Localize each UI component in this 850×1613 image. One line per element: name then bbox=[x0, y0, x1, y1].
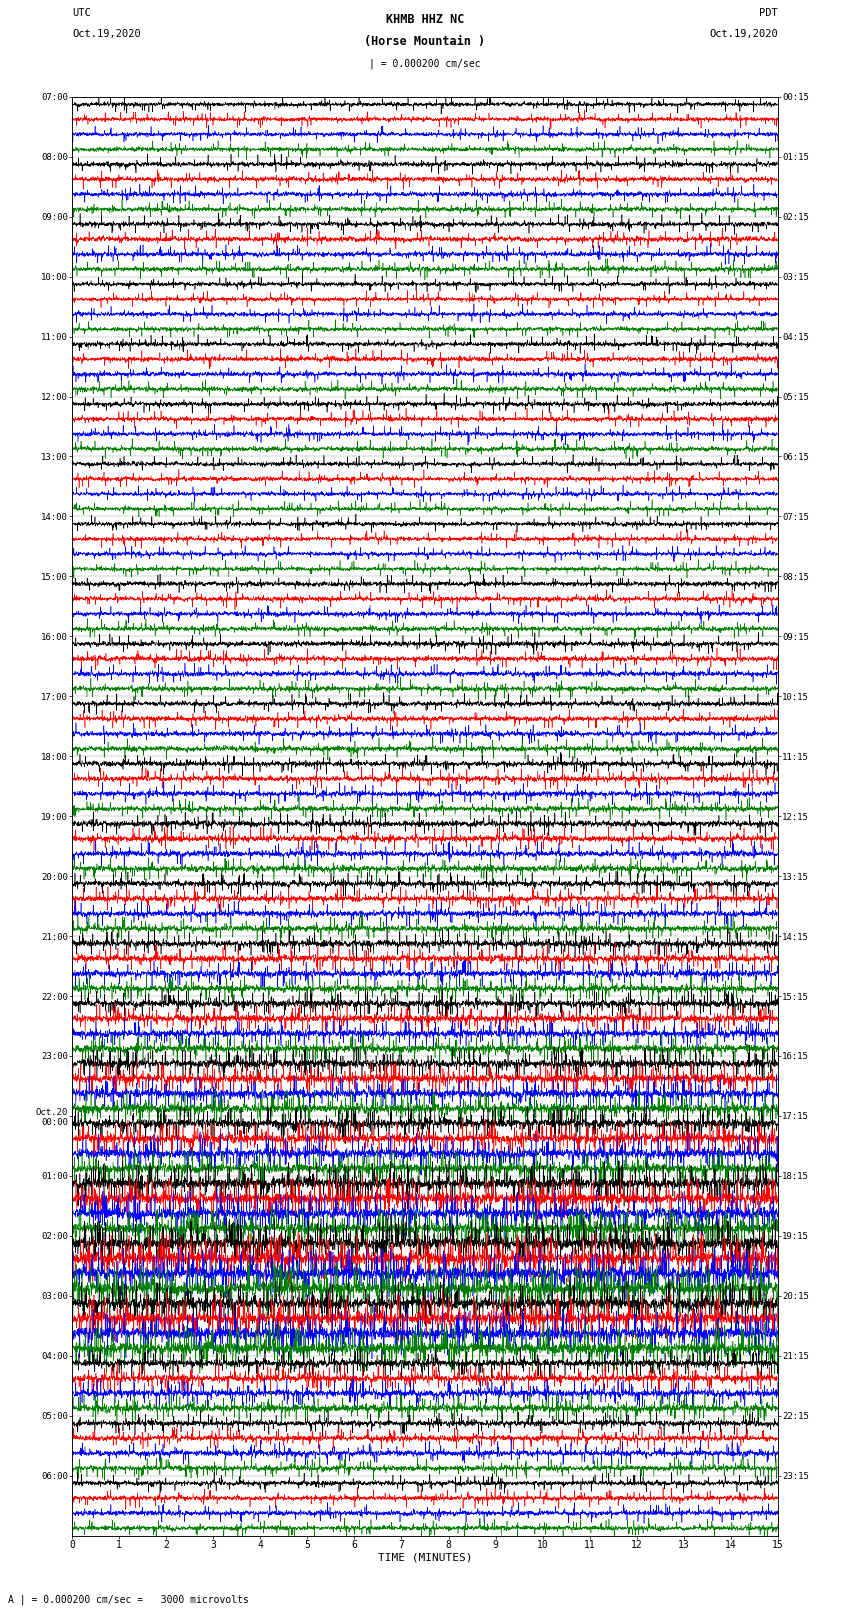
Text: (Horse Mountain ): (Horse Mountain ) bbox=[365, 35, 485, 48]
Text: Oct.19,2020: Oct.19,2020 bbox=[72, 29, 141, 39]
Text: UTC: UTC bbox=[72, 8, 91, 18]
X-axis label: TIME (MINUTES): TIME (MINUTES) bbox=[377, 1553, 473, 1563]
Text: A | = 0.000200 cm/sec =   3000 microvolts: A | = 0.000200 cm/sec = 3000 microvolts bbox=[8, 1594, 249, 1605]
Text: KHMB HHZ NC: KHMB HHZ NC bbox=[386, 13, 464, 26]
Text: Oct.19,2020: Oct.19,2020 bbox=[709, 29, 778, 39]
Text: | = 0.000200 cm/sec: | = 0.000200 cm/sec bbox=[369, 58, 481, 69]
Text: PDT: PDT bbox=[759, 8, 778, 18]
